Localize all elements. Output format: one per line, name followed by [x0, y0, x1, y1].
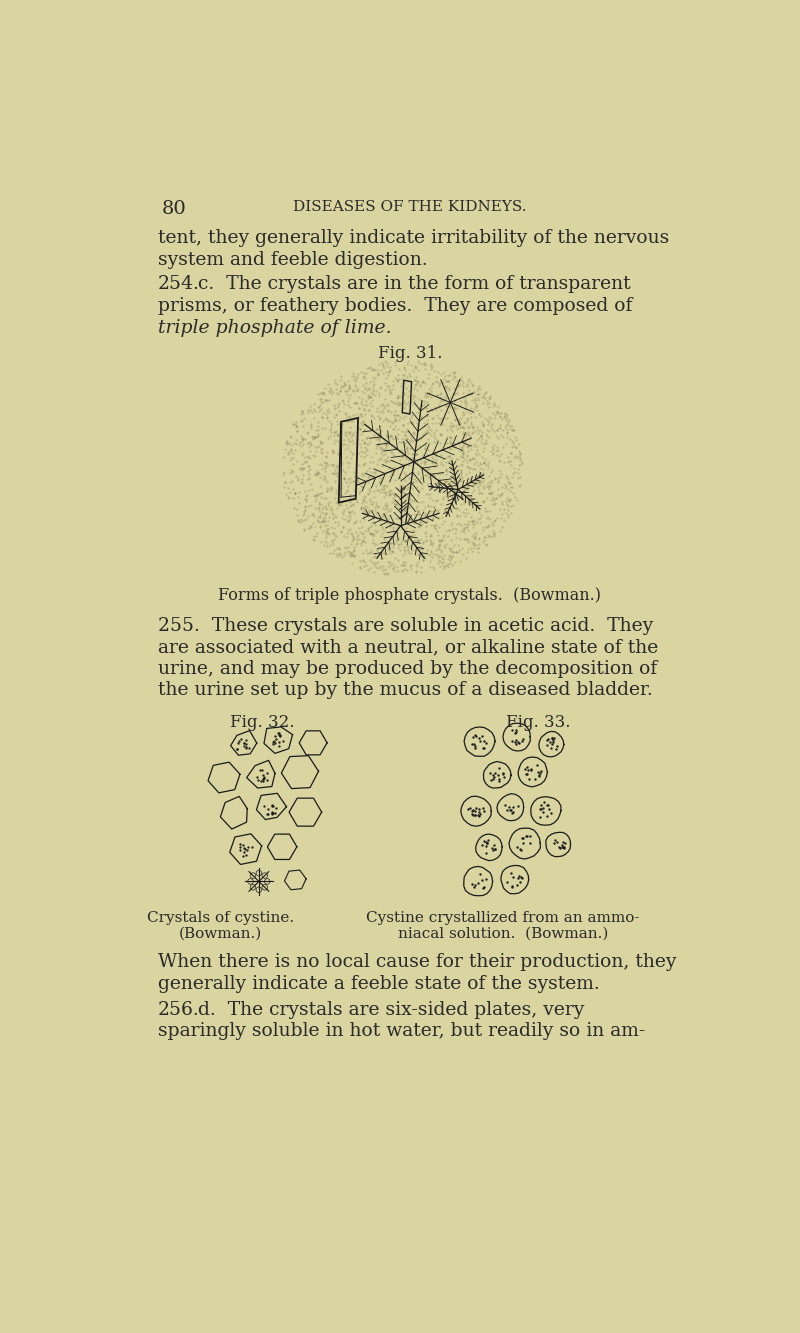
Text: When there is no local cause for their production, they: When there is no local cause for their p… — [158, 953, 677, 970]
Text: 254.: 254. — [158, 276, 200, 293]
Text: generally indicate a feeble state of the system.: generally indicate a feeble state of the… — [158, 974, 600, 993]
Text: Cystine crystallized from an ammo-: Cystine crystallized from an ammo- — [366, 910, 640, 925]
Text: (Bowman.): (Bowman.) — [178, 926, 262, 941]
Text: Crystals of cystine.: Crystals of cystine. — [146, 910, 294, 925]
Text: triple phosphate of lime.: triple phosphate of lime. — [158, 319, 392, 336]
Text: c.  The crystals are in the form of transparent: c. The crystals are in the form of trans… — [198, 276, 631, 293]
Text: prisms, or feathery bodies.  They are composed of: prisms, or feathery bodies. They are com… — [158, 297, 633, 315]
Text: DISEASES OF THE KIDNEYS.: DISEASES OF THE KIDNEYS. — [294, 200, 526, 215]
Text: 80: 80 — [162, 200, 186, 219]
Text: urine, and may be produced by the decomposition of: urine, and may be produced by the decomp… — [158, 660, 658, 677]
Text: Forms of triple phosphate crystals.  (Bowman.): Forms of triple phosphate crystals. (Bow… — [218, 588, 602, 604]
Text: 255.  These crystals are soluble in acetic acid.  They: 255. These crystals are soluble in aceti… — [158, 617, 654, 635]
Text: Fig. 32.: Fig. 32. — [230, 713, 295, 730]
Text: sparingly soluble in hot water, but readily so in am-: sparingly soluble in hot water, but read… — [158, 1022, 646, 1040]
Text: system and feeble digestion.: system and feeble digestion. — [158, 251, 428, 269]
Text: are associated with a neutral, or alkaline state of the: are associated with a neutral, or alkali… — [158, 639, 658, 656]
Text: d.  The crystals are six-sided plates, very: d. The crystals are six-sided plates, ve… — [198, 1001, 585, 1018]
Text: Fig. 33.: Fig. 33. — [506, 713, 570, 730]
Text: 256.: 256. — [158, 1001, 200, 1018]
Text: tent, they generally indicate irritability of the nervous: tent, they generally indicate irritabili… — [158, 229, 670, 247]
Text: Fig. 31.: Fig. 31. — [378, 345, 442, 361]
Text: niacal solution.  (Bowman.): niacal solution. (Bowman.) — [398, 926, 608, 941]
Text: the urine set up by the mucus of a diseased bladder.: the urine set up by the mucus of a disea… — [158, 681, 653, 700]
